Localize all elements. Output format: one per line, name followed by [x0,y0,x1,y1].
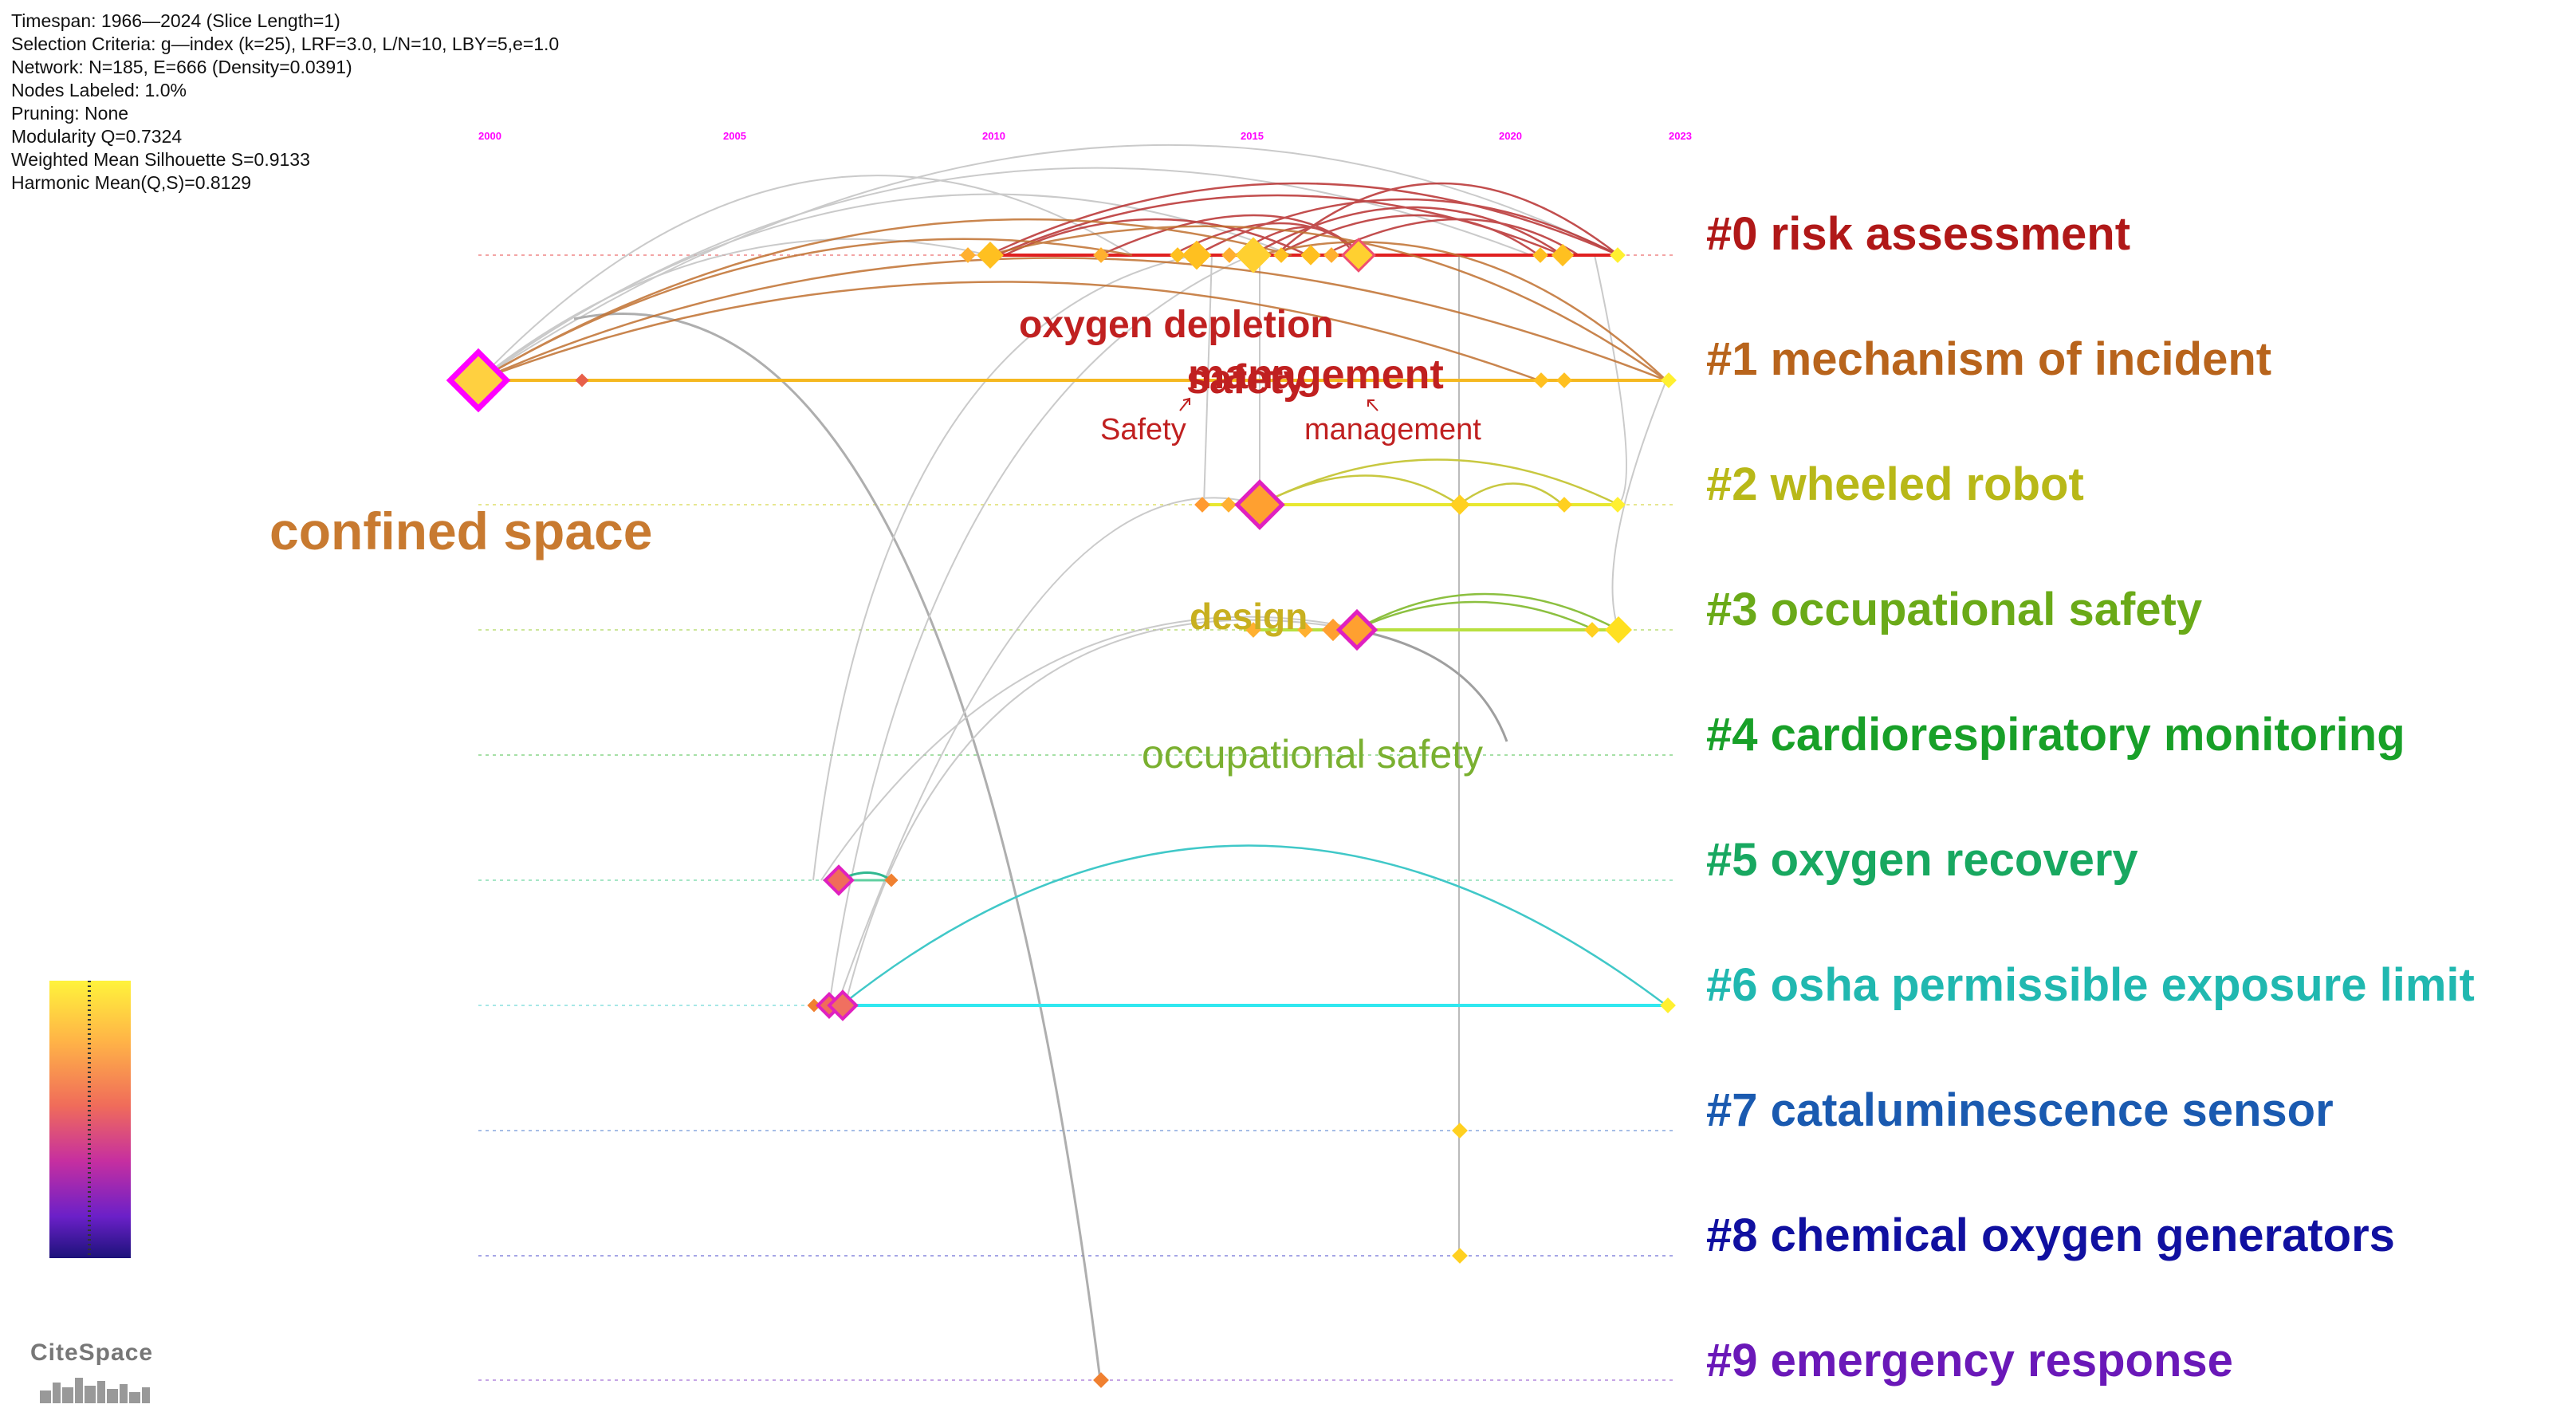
node[interactable] [884,873,899,887]
node[interactable] [1297,622,1313,638]
node[interactable] [1533,372,1549,388]
node[interactable] [1452,1248,1468,1264]
meta-harmonic-mean: Harmonic Mean(Q,S)=0.8129 [11,172,252,193]
node[interactable] [1341,238,1376,273]
year-tick: 2000 [478,130,501,142]
node[interactable] [1661,372,1677,388]
year-tick: 2005 [723,130,746,142]
meta-pruning: Pruning: None [11,103,129,124]
node[interactable] [977,242,1004,269]
year-tick: 2023 [1669,130,1692,142]
node[interactable] [1335,608,1378,651]
keyword-occupational-safety[interactable]: occupational safety [1142,732,1484,777]
meta-nodes-labeled: Nodes Labeled: 1.0% [11,80,187,100]
keyword-management[interactable]: management [1188,352,1444,398]
cluster-label-6[interactable]: #6 osha permissible exposure limit [1706,959,2475,1011]
node[interactable] [807,998,821,1013]
cluster-6-link [840,844,1667,1006]
node[interactable] [1532,247,1548,263]
year-tick: 2020 [1499,130,1522,142]
node[interactable] [1556,372,1572,388]
nodes [446,237,1677,1388]
meta-selection-criteria: Selection Criteria: g—index (k=25), LRF=… [11,33,560,54]
cluster-label-9[interactable]: #9 emergency response [1706,1335,2233,1387]
node[interactable] [1221,247,1237,263]
year-tick: 2010 [982,130,1005,142]
node[interactable] [1245,622,1261,638]
node[interactable] [1234,479,1285,530]
node[interactable] [1605,616,1632,643]
cluster-label-3[interactable]: #3 occupational safety [1706,584,2203,635]
keyword-safety[interactable]: safety [1186,356,1307,403]
cluster-1-links [478,218,1667,382]
node[interactable] [1093,247,1109,263]
annotation-arrows [1179,397,1378,411]
node[interactable] [1093,1372,1109,1388]
meta-modularity: Modularity Q=0.7324 [11,126,183,147]
annotation-safety: Safety [1100,413,1186,446]
node[interactable] [1323,247,1339,263]
node[interactable] [1452,1123,1468,1139]
cluster-label-8[interactable]: #8 chemical oxygen generators [1706,1210,2395,1261]
node[interactable] [1300,245,1321,266]
cluster-2-links [1259,458,1619,506]
network-summary: Timespan: 1966—2024 (Slice Length=1) Sel… [11,10,559,195]
node[interactable] [1449,494,1470,515]
cluster-3-links [1355,592,1619,631]
node[interactable] [1182,240,1212,270]
node[interactable] [575,373,589,387]
node-confined-space[interactable] [446,348,511,413]
node[interactable] [1660,997,1676,1013]
node[interactable] [1221,497,1237,513]
annotation-management: management [1304,413,1481,446]
color-legend-ticks [88,981,91,1258]
cluster-label-4[interactable]: #4 cardiorespiratory monitoring [1706,709,2405,761]
node[interactable] [823,864,855,896]
keyword-oxygen-depletion[interactable]: oxygen depletion [1019,304,1334,346]
citespace-logo: CiteSpace [30,1339,154,1366]
cluster-label-2[interactable]: #2 wheeled robot [1706,458,2084,510]
node[interactable] [1551,243,1575,267]
node[interactable] [1194,497,1210,513]
meta-timespan: Timespan: 1966—2024 (Slice Length=1) [11,10,340,31]
node[interactable] [1170,247,1186,263]
node[interactable] [1321,618,1345,642]
year-tick: 2015 [1241,130,1264,142]
node[interactable] [960,247,976,263]
keyword-design[interactable]: design [1190,596,1308,637]
keyword-confined-space[interactable]: confined space [269,502,653,561]
node[interactable] [1610,497,1626,513]
cluster-label-0[interactable]: #0 risk assessment [1706,208,2131,260]
node[interactable] [827,989,859,1021]
meta-network: Network: N=185, E=666 (Density=0.0391) [11,57,352,77]
node[interactable] [1273,247,1289,263]
node[interactable] [1610,247,1626,263]
cluster-0-links [988,182,1619,257]
node[interactable] [1584,622,1600,638]
cluster-label-7[interactable]: #7 cataluminescence sensor [1706,1084,2334,1136]
node[interactable] [1556,497,1572,513]
citespace-logo-skyline [40,1378,150,1403]
meta-silhouette: Weighted Mean Silhouette S=0.9133 [11,149,310,170]
cluster-label-5[interactable]: #5 oxygen recovery [1706,834,2138,886]
cluster-label-1[interactable]: #1 mechanism of incident [1706,333,2272,385]
